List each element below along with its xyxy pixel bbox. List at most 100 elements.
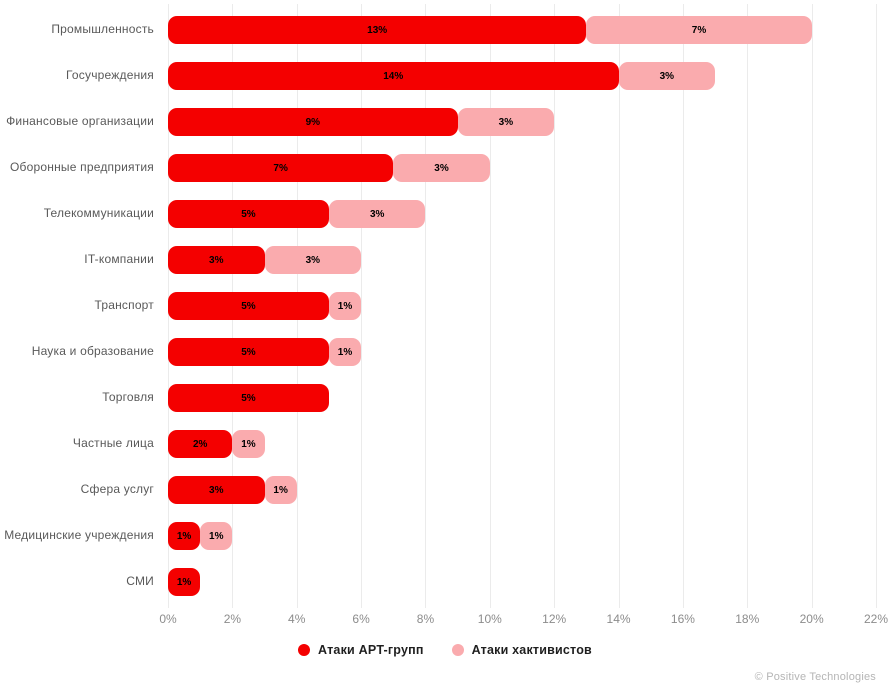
bar-value-label: 3% — [434, 162, 449, 174]
chart-row: Сфера услуг 3% 1% — [0, 467, 876, 513]
bar-segment-hacktivists: 3% — [393, 154, 490, 182]
bar: 5% — [168, 384, 876, 412]
x-axis: 0% 2% 4% 6% 8% 10% 12% 14% 16% 18% 20% 22% — [159, 612, 888, 628]
legend-label: Атаки хактивистов — [471, 643, 592, 657]
chart-row: Транспорт 5% 1% — [0, 283, 876, 329]
bar-segment-apt: 5% — [168, 338, 329, 366]
category-label: СМИ — [126, 574, 154, 589]
bar-segment-hacktivists: 3% — [457, 108, 555, 136]
x-tick-label: 8% — [416, 612, 435, 626]
category-label: Оборонные предприятия — [10, 160, 154, 175]
bar-value-label: 3% — [305, 254, 321, 266]
bar: 9% 3% — [168, 108, 876, 136]
legend-dot-icon — [451, 644, 464, 656]
x-tick-label: 22% — [863, 612, 889, 626]
bar-value-label: 2% — [192, 438, 208, 450]
bar-segment-hacktivists: 1% — [200, 522, 233, 550]
chart-row: Госучреждения 14% 3% — [0, 53, 876, 99]
category-label: Наука и образование — [31, 344, 154, 359]
bar-value-label: 1% — [337, 300, 353, 312]
bar-segment-apt: 3% — [168, 476, 265, 504]
bar-segment-apt: 9% — [168, 108, 458, 136]
bar-value-label: 1% — [209, 530, 224, 542]
legend-item-apt: Атаки APT-групп — [298, 643, 424, 657]
bar: 1% 1% — [168, 522, 876, 550]
bar-segment-apt: 1% — [168, 522, 201, 550]
gridline — [618, 4, 620, 608]
chart-row: Телекоммуникации 5% 3% — [0, 191, 876, 237]
category-label: IT-компании — [84, 252, 154, 267]
gridline — [361, 4, 363, 608]
bar-value-label: 3% — [659, 70, 675, 82]
gridline — [554, 4, 556, 608]
category-label: Госучреждения — [66, 68, 154, 83]
chart-row: Финансовые организации 9% 3% — [0, 99, 876, 145]
x-tick-label: 6% — [352, 612, 370, 626]
bar: 5% 1% — [168, 292, 876, 320]
bar-segment-hacktivists: 3% — [618, 62, 716, 90]
bar-value-label: 3% — [498, 116, 514, 128]
bar-value-label: 1% — [241, 438, 256, 450]
gridline — [876, 4, 877, 608]
category-label: Телекоммуникации — [43, 206, 154, 221]
chart-row: Оборонные предприятия 7% 3% — [0, 145, 876, 191]
bar-value-label: 5% — [241, 208, 256, 220]
bar-value-label: 14% — [383, 70, 404, 82]
category-label: Сфера услуг — [80, 482, 154, 497]
chart-row: Торговля 5% — [0, 375, 876, 421]
chart-row: Наука и образование 5% 1% — [0, 329, 876, 375]
bar-value-label: 5% — [241, 392, 256, 404]
gridline — [682, 4, 684, 608]
bar-value-label: 5% — [241, 300, 256, 312]
category-label: Торговля — [102, 390, 154, 405]
x-tick-label: 4% — [288, 612, 306, 626]
chart-row: Промышленность 13% 7% — [0, 7, 876, 53]
bar-segment-apt: 5% — [168, 384, 329, 412]
bar-value-label: 13% — [367, 24, 388, 36]
chart-row: Частные лица 2% 1% — [0, 421, 876, 467]
bar-segment-apt: 14% — [168, 62, 619, 90]
bar-segment-apt: 2% — [168, 430, 233, 458]
category-label: Финансовые организации — [6, 114, 154, 129]
bar: 3% 3% — [168, 246, 876, 274]
x-tick-label: 10% — [477, 612, 502, 626]
legend-item-hacktivists: Атаки хактивистов — [451, 643, 592, 657]
x-tick-label: 20% — [799, 612, 824, 626]
bar-segment-hacktivists: 7% — [586, 16, 812, 44]
bar-segment-hacktivists: 1% — [264, 476, 297, 504]
bar-value-label: 9% — [305, 116, 321, 128]
x-tick-label: 18% — [735, 612, 760, 626]
x-tick-label: 14% — [606, 612, 631, 626]
x-tick-label: 2% — [223, 612, 242, 626]
copyright-credit: © Positive Technologies — [754, 671, 876, 683]
chart-row: Медицинские учреждения 1% 1% — [0, 513, 876, 559]
bar: 1% — [168, 568, 876, 596]
bar-value-label: 1% — [337, 346, 353, 358]
bar: 2% 1% — [168, 430, 876, 458]
gridline — [811, 4, 813, 608]
bar-segment-apt: 1% — [168, 568, 201, 596]
legend-label: Атаки APT-групп — [318, 643, 424, 657]
category-label: Медицинские учреждения — [4, 528, 154, 543]
bar-segment-apt: 5% — [168, 292, 329, 320]
category-label: Транспорт — [94, 298, 154, 313]
chart-row: IT-компании 3% 3% — [0, 237, 876, 283]
bar-segment-hacktivists: 1% — [232, 430, 265, 458]
bar-value-label: 1% — [176, 576, 192, 588]
bar-segment-apt: 5% — [168, 200, 329, 228]
gridline — [747, 4, 749, 608]
gridline — [489, 4, 491, 608]
bar-value-label: 7% — [691, 24, 707, 36]
category-label: Частные лица — [72, 436, 154, 451]
x-tick-label: 16% — [670, 612, 695, 626]
gridline — [425, 4, 427, 608]
bar: 7% 3% — [168, 154, 876, 182]
bar-value-label: 3% — [369, 208, 385, 220]
bar-value-label: 7% — [273, 162, 288, 174]
bar-segment-apt: 7% — [168, 154, 394, 182]
bar: 5% 3% — [168, 200, 876, 228]
bar-segment-hacktivists: 3% — [328, 200, 426, 228]
bar: 14% 3% — [168, 62, 876, 90]
legend-dot-icon — [298, 644, 311, 656]
bar-segment-hacktivists: 1% — [328, 292, 362, 320]
